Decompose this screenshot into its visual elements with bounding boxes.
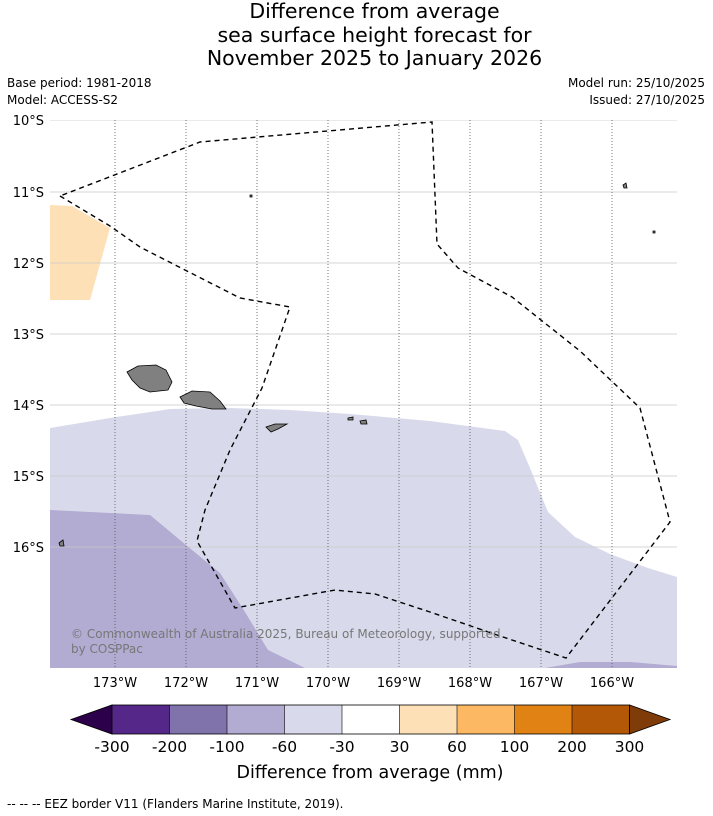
island-tutuila	[265, 423, 289, 433]
colorbar-over-triangle	[629, 704, 672, 735]
title-line-1: Difference from average	[249, 0, 500, 23]
colorbar-bin-minus200-minus100	[169, 705, 227, 734]
colorbar-tick-plus30: 30	[390, 738, 410, 756]
anomaly-region-plus30-plus60	[50, 205, 110, 300]
colorbar-bin-minus300-minus200	[112, 705, 170, 734]
colorbar-bin-plus60-plus100	[457, 705, 515, 734]
colorbar-tick-plus60: 60	[447, 738, 467, 756]
latitude-labels: 10°S 11°S 12°S 13°S 14°S 15°S 16°S	[13, 114, 44, 556]
base-period: Base period: 1981-2018	[7, 76, 152, 90]
colorbar: -300 -200 -100 -60 -30 30 60 100 200 300…	[69, 704, 672, 783]
copyright-line-2: by COSPPac	[71, 642, 143, 656]
meta-left: Base period: 1981-2018 Model: ACCESS-S2	[7, 75, 152, 109]
island-swains	[249, 194, 253, 198]
island-rose	[58, 539, 65, 547]
model-run: Model run: 25/10/2025	[567, 76, 705, 90]
colorbar-under-triangle	[69, 704, 113, 735]
colorbar-bin-minus100-minus60	[227, 705, 285, 734]
eez-border	[59, 121, 671, 659]
colorbar-bin-minus60-minus30	[284, 705, 342, 734]
island-savaii	[126, 364, 173, 393]
colorbar-tick-plus200: 200	[557, 738, 587, 756]
colorbar-bin-plus100-plus200	[514, 705, 572, 734]
map-area: © Commonwealth of Australia 2025, Bureau…	[50, 120, 677, 668]
copyright-line-1: © Commonwealth of Australia 2025, Bureau…	[71, 627, 501, 641]
lon-label-171w: 171°W	[235, 676, 279, 691]
colorbar-tick-minus300: -300	[94, 738, 129, 756]
meta-right: Model run: 25/10/2025 Issued: 27/10/2025	[568, 75, 705, 109]
title-line-3: November 2025 to January 2026	[206, 46, 543, 70]
title-line-2: sea surface height forecast for	[217, 22, 532, 47]
lat-label-16s: 16°S	[13, 541, 44, 556]
island-ofu	[347, 416, 354, 421]
lat-label-13s: 13°S	[13, 328, 44, 343]
colorbar-tick-plus300: 300	[615, 738, 645, 756]
island-tokelau-a	[622, 182, 628, 189]
colorbar-tick-plus100: 100	[500, 738, 530, 756]
latitude-gridlines	[50, 120, 677, 548]
lon-label-168w: 168°W	[448, 676, 492, 691]
island-tau	[359, 419, 368, 425]
model-name: Model: ACCESS-S2	[7, 93, 119, 107]
colorbar-dividers	[169, 705, 573, 734]
anomaly-region-minus60-minus100-east	[545, 662, 677, 668]
colorbar-tick-minus60: -60	[272, 738, 297, 756]
colorbar-tick-minus200: -200	[152, 738, 187, 756]
island-upolu	[179, 390, 227, 410]
colorbar-outline	[111, 704, 630, 735]
lat-label-10s: 10°S	[13, 114, 44, 129]
land-masses	[58, 182, 656, 547]
lat-label-15s: 15°S	[13, 470, 44, 485]
lat-label-12s: 12°S	[13, 257, 44, 272]
lon-label-166w: 166°W	[590, 676, 634, 691]
issued-date: Issued: 27/10/2025	[589, 93, 705, 107]
longitude-labels: 173°W 172°W 171°W 170°W 169°W 168°W 167°…	[93, 676, 634, 691]
lon-label-172w: 172°W	[164, 676, 208, 691]
colorbar-title: Difference from average (mm)	[236, 763, 503, 783]
colorbar-bin-plus200-plus300	[572, 705, 630, 734]
lon-label-169w: 169°W	[377, 676, 421, 691]
colorbar-tick-minus100: -100	[209, 738, 244, 756]
colorbar-tick-minus30: -30	[329, 738, 354, 756]
lon-label-173w: 173°W	[93, 676, 137, 691]
lon-label-170w: 170°W	[306, 676, 350, 691]
lat-label-11s: 11°S	[13, 186, 44, 201]
colorbar-bin-plus30-plus60	[399, 705, 457, 734]
lat-label-14s: 14°S	[13, 399, 44, 414]
colorbar-bin-minus30-plus30	[342, 705, 400, 734]
anomaly-region-minus60-minus100-west	[50, 510, 305, 668]
island-tokelau-b	[652, 230, 656, 234]
eez-legend-note: -- -- -- EEZ border V11 (Flanders Marine…	[7, 797, 344, 811]
chart-title: Difference from average sea surface heig…	[0, 0, 713, 71]
lon-label-167w: 167°W	[519, 676, 563, 691]
